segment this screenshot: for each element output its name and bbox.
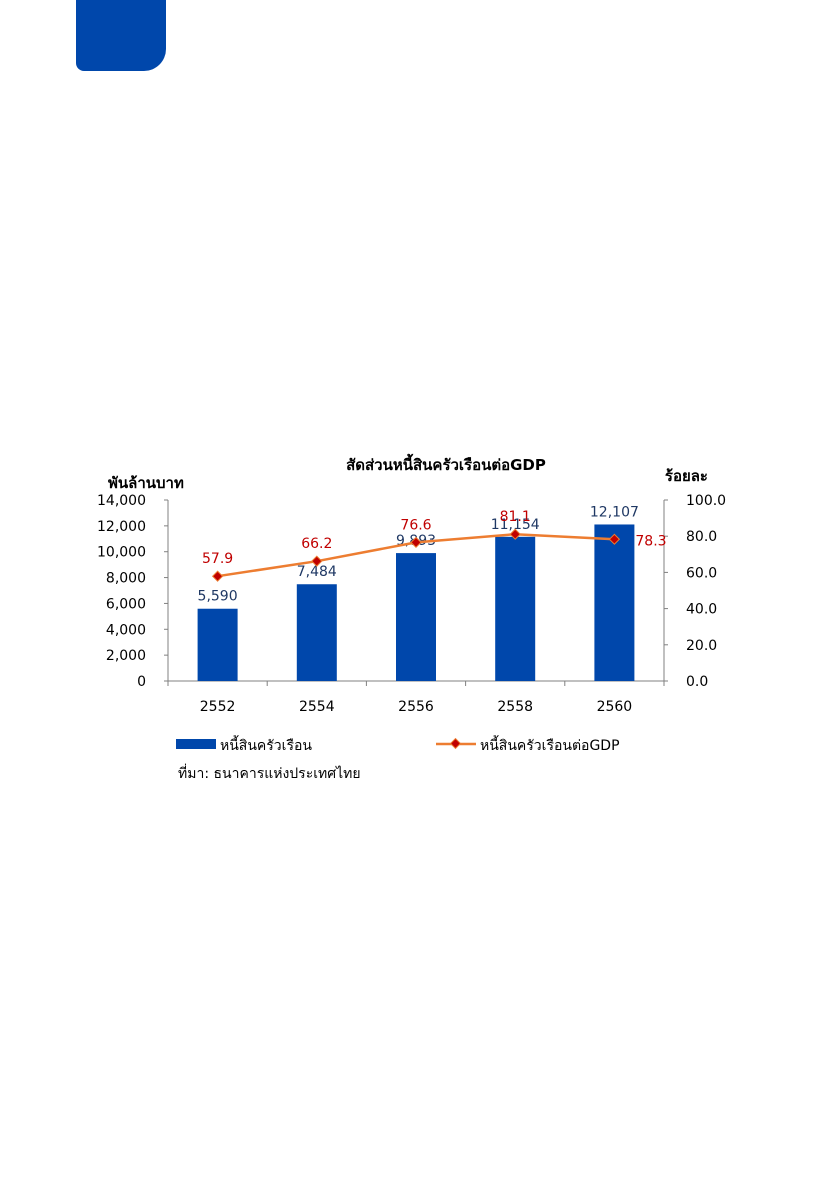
chart-title: สัดส่วนหนี้สินครัวเรือนต่อGDP [346,453,546,474]
left-tick-label: 0 [137,674,146,690]
left-axis-title: พันล้านบาท [108,474,184,492]
left-tick-label: 2,000 [106,648,146,664]
right-axis-ticks: 0.0 20.0 40.0 60.0 80.0 100.0 [664,493,726,690]
legend-bar-label: หนี้สินครัวเรือน [220,735,312,754]
x-tick-label: 2552 [200,699,236,715]
right-tick-label: 80.0 [686,529,717,545]
line-value-label: 76.6 [400,517,431,533]
left-tick-label: 12,000 [97,519,146,535]
bar [396,553,436,681]
line-value-label: 66.2 [301,536,332,552]
line-marker [509,528,521,540]
line-data-labels: 57.9 66.2 76.6 81.1 78.3 [202,509,667,567]
legend-line-marker [449,737,462,750]
x-tick-label: 2558 [497,699,533,715]
bar [296,584,337,681]
bar-value-label: 5,590 [198,589,238,605]
left-tick-label: 14,000 [97,493,146,509]
right-tick-label: 40.0 [686,602,717,618]
x-axis-ticks: 2552 2554 2556 2558 2560 [167,681,665,715]
bar [594,524,635,681]
line-marker [410,536,422,549]
right-axis-title: ร้อยละ [665,467,708,485]
line-series [211,528,621,582]
bar-value-label: 7,484 [297,564,337,580]
right-tick-label: 100.0 [686,493,726,509]
line-value-label: 81.1 [500,509,531,525]
left-tick-label: 8,000 [106,571,146,587]
line-marker [211,570,224,582]
left-axis-ticks: 0 2,000 4,000 6,000 8,000 10,000 12,000 14,000 [97,493,168,690]
bar-value-label: 11,154 [491,517,540,533]
line-value-label: 57.9 [202,551,233,567]
x-tick-label: 2554 [299,699,335,715]
left-tick-label: 6,000 [106,596,146,612]
right-tick-label: 20.0 [686,638,717,654]
line-value-label: 78.3 [635,533,666,549]
bar-series [197,524,635,681]
line-marker [608,533,621,545]
right-tick-label: 60.0 [686,565,717,581]
legend-bar-swatch [176,739,216,749]
left-tick-label: 10,000 [97,545,146,561]
left-tick-label: 4,000 [106,622,146,638]
x-tick-label: 2560 [597,699,633,715]
source-note: ที่มา: ธนาคารแห่งประเทศไทย [178,764,361,782]
corner-tab-decoration [76,0,166,71]
right-tick-label: 0.0 [686,674,708,690]
line-marker [311,555,323,567]
bar-value-label: 12,107 [590,504,639,520]
legend-line-label: หนี้สินครัวเรือนต่อGDP [480,735,620,754]
bar [197,608,238,681]
bar [495,536,536,681]
x-tick-label: 2556 [398,699,434,715]
legend: หนี้สินครัวเรือน หนี้สินครัวเรือนต่อGDP [176,735,620,754]
